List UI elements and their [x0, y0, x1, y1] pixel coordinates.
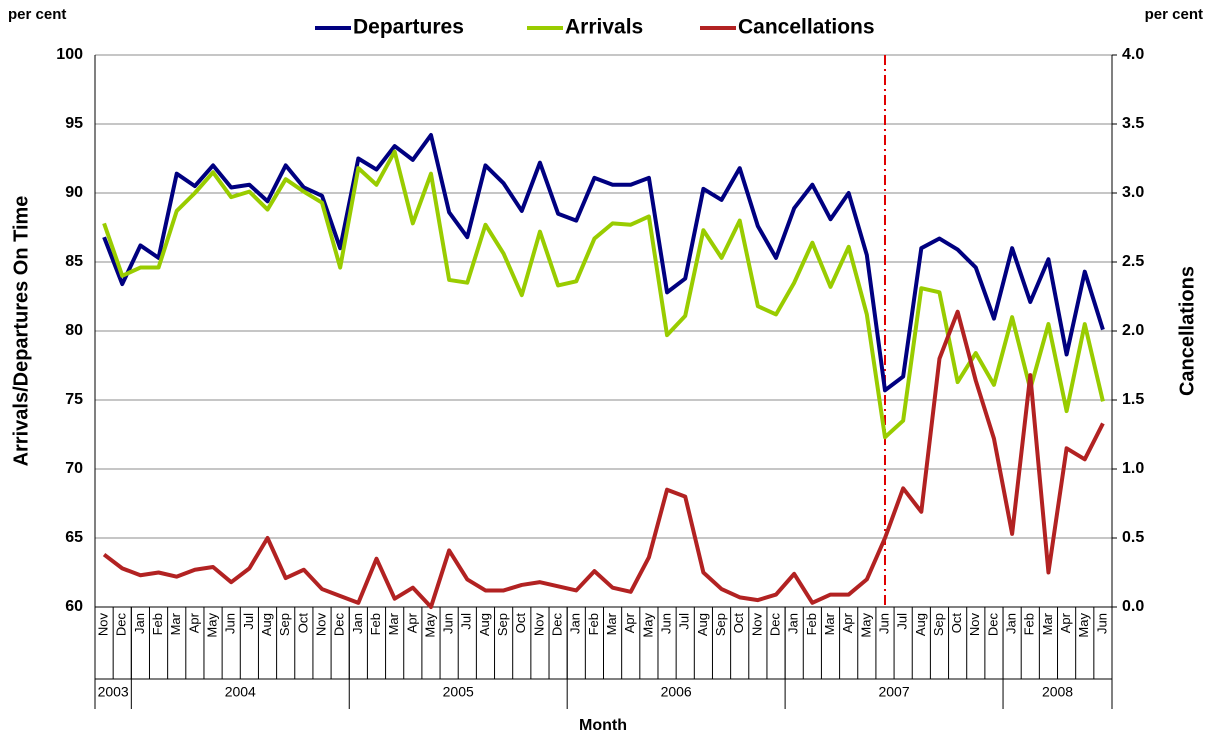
x-tick-label: Sep: [713, 613, 728, 636]
x-tick-label: May: [1076, 613, 1091, 638]
y2-tick-label: 2.0: [1122, 322, 1144, 339]
year-label: 2004: [225, 684, 256, 700]
y-axis-title: Arrivals/Departures On Time: [10, 196, 32, 467]
x-tick-label: Jul: [677, 613, 692, 630]
year-label: 2007: [878, 684, 909, 700]
x-tick-label: Aug: [477, 613, 492, 636]
x-tick-label: Jun: [1094, 613, 1109, 634]
x-tick-label: Jun: [441, 613, 456, 634]
x-tick-label: Sep: [277, 613, 292, 636]
year-label: 2005: [443, 684, 474, 700]
x-tick-label: Dec: [767, 613, 782, 637]
x-tick-label: Nov: [749, 613, 764, 637]
y-tick-label: 95: [65, 115, 83, 132]
x-tick-label: Dec: [985, 613, 1000, 637]
series-line: [102, 149, 1105, 440]
x-tick-label: May: [422, 613, 437, 638]
x-tick-label: Mar: [822, 612, 837, 635]
y2-tick-label: 1.0: [1122, 460, 1144, 477]
y2-tick-label: 1.5: [1122, 391, 1144, 408]
x-tick-label: Apr: [404, 612, 419, 633]
x-tick-label: Jan: [786, 613, 801, 634]
x-tick-label: Oct: [949, 613, 964, 634]
x-tick-label: Apr: [622, 612, 637, 633]
x-tick-label: Jul: [241, 613, 256, 630]
x-tick-label: Feb: [804, 613, 819, 635]
y2-tick-label: 2.5: [1122, 253, 1144, 270]
x-tick-label: Jul: [459, 613, 474, 630]
y-tick-label: 85: [65, 253, 83, 270]
x-tick-label: Mar: [604, 612, 619, 635]
y-tick-label: 60: [65, 598, 83, 615]
x-tick-label: Jun: [223, 613, 238, 634]
year-label: 2003: [98, 684, 129, 700]
y-tick-label: 80: [65, 322, 83, 339]
y2-tick-label: 0.0: [1122, 598, 1144, 615]
x-tick-label: Sep: [495, 613, 510, 636]
x-axis-title: Month: [579, 717, 627, 734]
y-tick-label: 65: [65, 529, 83, 546]
x-tick-label: Nov: [967, 613, 982, 637]
x-tick-label: Sep: [931, 613, 946, 636]
y2-tick-label: 4.0: [1122, 46, 1144, 63]
x-tick-label: Mar: [168, 612, 183, 635]
y2-tick-label: 3.5: [1122, 115, 1144, 132]
series-line: [102, 309, 1105, 609]
x-tick-label: Aug: [913, 613, 928, 636]
x-tick-label: Nov: [313, 613, 328, 637]
left-unit: per cent: [8, 6, 66, 23]
x-tick-label: Jan: [350, 613, 365, 634]
x-tick-label: Oct: [731, 613, 746, 634]
series-line: [102, 133, 1105, 393]
y-tick-label: 75: [65, 391, 83, 408]
y-tick-label: 90: [65, 184, 83, 201]
y2-tick-label: 0.5: [1122, 529, 1144, 546]
x-tick-label: Aug: [259, 613, 274, 636]
y-tick-label: 100: [56, 46, 83, 63]
x-tick-label: Jun: [876, 613, 891, 634]
x-tick-label: May: [858, 613, 873, 638]
x-tick-label: Nov: [531, 613, 546, 637]
x-tick-label: Apr: [840, 612, 855, 633]
x-tick-label: Feb: [1022, 613, 1037, 635]
x-tick-label: Feb: [150, 613, 165, 635]
y-tick-label: 70: [65, 460, 83, 477]
x-tick-label: Aug: [695, 613, 710, 636]
x-tick-label: Jan: [132, 613, 147, 634]
x-tick-label: Jan: [568, 613, 583, 634]
x-tick-label: May: [204, 613, 219, 638]
year-label: 2008: [1042, 684, 1073, 700]
x-tick-label: Mar: [1040, 612, 1055, 635]
x-tick-label: Feb: [368, 613, 383, 635]
legend-label: Cancellations: [738, 16, 875, 39]
x-tick-label: Oct: [513, 613, 528, 634]
x-tick-label: May: [640, 613, 655, 638]
x-tick-label: Nov: [96, 613, 111, 637]
x-tick-label: Dec: [550, 613, 565, 637]
x-tick-label: Jul: [895, 613, 910, 630]
x-tick-label: Apr: [186, 612, 201, 633]
x-tick-label: Dec: [332, 613, 347, 637]
x-tick-label: Mar: [386, 612, 401, 635]
x-tick-label: Apr: [1058, 612, 1073, 633]
year-label: 2006: [661, 684, 692, 700]
y2-tick-label: 3.0: [1122, 184, 1144, 201]
legend-label: Arrivals: [565, 16, 643, 39]
y2-axis-title: Cancellations: [1176, 266, 1198, 396]
x-tick-label: Dec: [114, 613, 129, 637]
legend-label: Departures: [353, 16, 464, 39]
x-tick-label: Jan: [1004, 613, 1019, 634]
x-tick-label: Oct: [295, 613, 310, 634]
x-tick-label: Feb: [586, 613, 601, 635]
right-unit: per cent: [1145, 6, 1203, 23]
x-tick-label: Jun: [659, 613, 674, 634]
